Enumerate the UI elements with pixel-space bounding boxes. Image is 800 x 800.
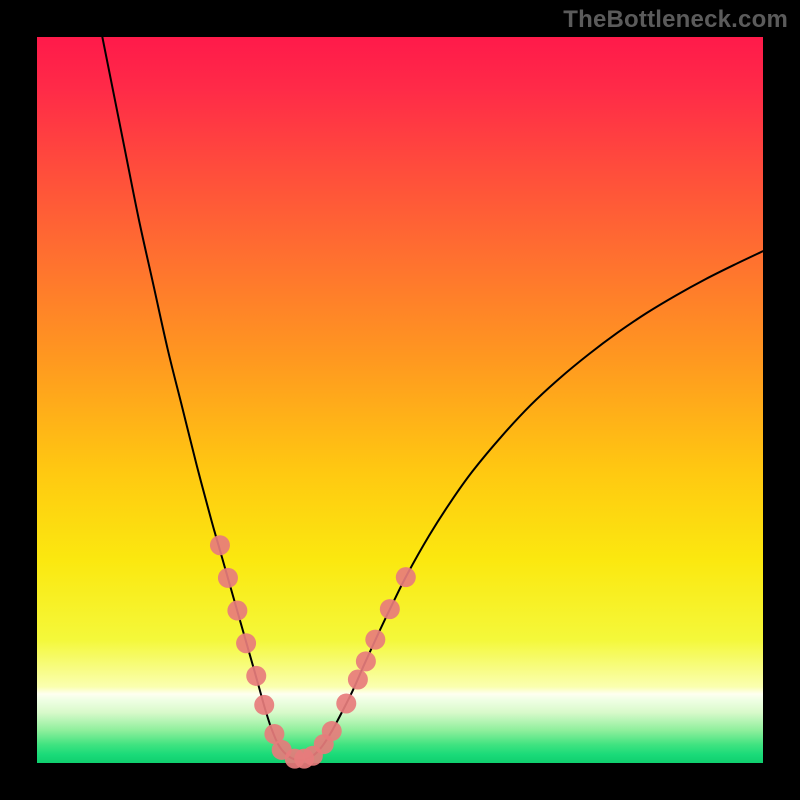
data-point-marker bbox=[254, 695, 274, 715]
data-point-marker bbox=[227, 601, 247, 621]
data-point-marker bbox=[218, 568, 238, 588]
plot-area bbox=[37, 37, 763, 763]
data-point-marker bbox=[210, 535, 230, 555]
data-point-marker bbox=[365, 630, 385, 650]
data-point-marker bbox=[356, 651, 376, 671]
data-point-marker bbox=[236, 633, 256, 653]
bottleneck-curve bbox=[102, 37, 763, 760]
data-point-marker bbox=[380, 599, 400, 619]
data-point-marker bbox=[246, 666, 266, 686]
bottleneck-chart-svg bbox=[37, 37, 763, 763]
data-point-marker bbox=[396, 567, 416, 587]
data-point-marker bbox=[336, 693, 356, 713]
data-point-marker bbox=[348, 670, 368, 690]
data-point-marker bbox=[322, 721, 342, 741]
chart-frame: TheBottleneck.com bbox=[0, 0, 800, 800]
watermark-text: TheBottleneck.com bbox=[563, 6, 788, 34]
